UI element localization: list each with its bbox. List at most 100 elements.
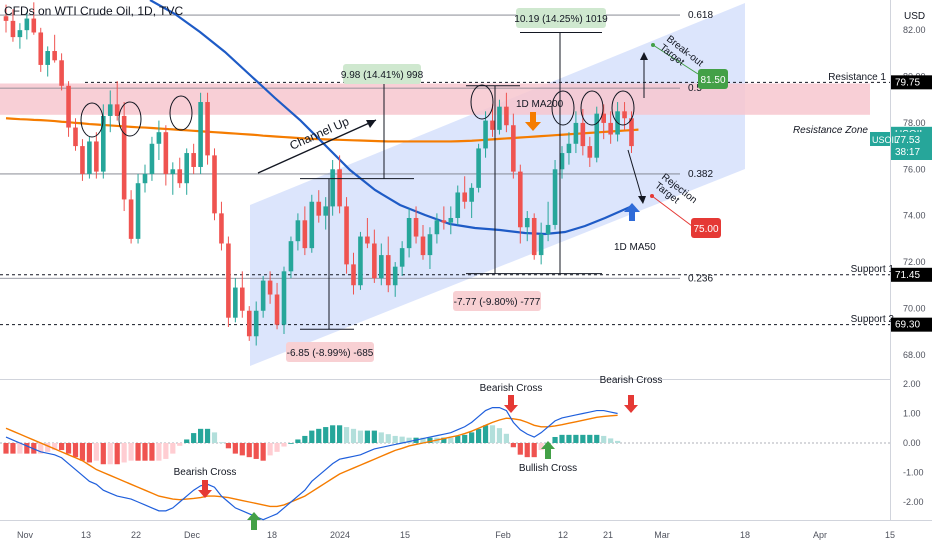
bearish-cross-arrow-1 xyxy=(198,480,212,498)
histogram-bar xyxy=(52,443,58,451)
top-circle xyxy=(80,102,104,138)
bearish-cross-arrow-3 xyxy=(624,395,638,413)
time-tick: 13 xyxy=(81,530,91,540)
histogram-bar xyxy=(601,435,607,443)
support-2-badge-bg xyxy=(891,317,932,332)
histogram-bar xyxy=(239,443,245,456)
candle-body xyxy=(497,106,502,130)
candle-body xyxy=(552,169,558,225)
candle-body xyxy=(545,224,551,235)
fib-label-fib236: 0.236 xyxy=(688,273,713,284)
candle-body xyxy=(483,120,488,149)
candle-body xyxy=(121,115,127,200)
rejection-arrow-line xyxy=(627,149,643,199)
histogram-bar xyxy=(615,440,621,443)
time-tick: Feb xyxy=(495,530,511,540)
target-down-badge xyxy=(691,218,721,238)
candle-body xyxy=(490,120,495,130)
candle-body xyxy=(476,148,481,188)
candle-body xyxy=(66,85,71,128)
candle-body xyxy=(59,60,64,86)
candle-body xyxy=(344,206,349,265)
candle-body xyxy=(420,236,426,256)
histogram-bar xyxy=(309,430,315,443)
price-tick: 72.00 xyxy=(903,257,926,267)
time-tick: 15 xyxy=(400,530,410,540)
support-2-badge-text: 69.30 xyxy=(895,320,920,331)
candle-body xyxy=(240,287,245,311)
histogram-bar xyxy=(399,436,405,443)
price-tick: 82.00 xyxy=(903,25,926,35)
time-tick: 15 xyxy=(885,530,895,540)
histogram-bar xyxy=(496,428,503,443)
histogram-bar xyxy=(531,443,537,458)
histogram-bar xyxy=(142,443,148,461)
candle-body xyxy=(219,213,224,244)
time-tick: 22 xyxy=(131,530,141,540)
candle-body xyxy=(177,169,183,184)
resistance-1-badge-bg xyxy=(891,75,932,90)
histogram-bar xyxy=(246,443,252,458)
histogram-bar xyxy=(448,437,454,443)
histogram-bar xyxy=(24,443,30,454)
bullish-cross-arrow xyxy=(541,441,555,459)
rejection-arrowhead xyxy=(638,196,646,204)
candle-body xyxy=(316,201,322,216)
measure-drop-1-box xyxy=(286,342,374,362)
histogram-bar xyxy=(316,428,322,443)
price-tick: 70.00 xyxy=(903,303,926,313)
candle-body xyxy=(608,122,613,135)
countdown-text: 38:17 xyxy=(895,147,920,158)
histogram-bar xyxy=(86,443,92,463)
candle-body xyxy=(309,201,315,249)
candle-body xyxy=(281,271,287,325)
candle-body xyxy=(149,143,155,174)
histogram-bar xyxy=(163,443,169,459)
candle-body xyxy=(191,153,196,167)
candle-body xyxy=(358,236,363,286)
candle-body xyxy=(469,187,474,202)
histogram-bar xyxy=(10,443,16,454)
measure-drop-2-box xyxy=(453,291,541,311)
candle-body xyxy=(253,310,259,337)
time-tick: 21 xyxy=(603,530,613,540)
ma50-label: 1D MA50 xyxy=(614,242,656,253)
candle-body xyxy=(226,243,231,318)
candle-body xyxy=(87,141,92,174)
candle-body xyxy=(518,171,523,228)
candle-body xyxy=(385,255,391,286)
histogram-bar xyxy=(184,439,190,443)
histogram-bar xyxy=(204,428,211,443)
candle-body xyxy=(365,236,370,244)
measure-rise-2-label: 10.19 (14.25%) 1019 xyxy=(514,14,608,25)
candle-body xyxy=(135,183,141,239)
candle-body xyxy=(601,113,606,123)
histogram-bar xyxy=(573,434,579,443)
support-1-label: Support 1 xyxy=(851,264,895,275)
candle-body xyxy=(170,169,176,174)
histogram-bar xyxy=(476,428,482,443)
candle-body xyxy=(38,32,44,65)
candle-body xyxy=(622,111,627,119)
rejection-dot xyxy=(650,194,654,198)
ma50-arrow xyxy=(624,203,640,221)
histogram-bar xyxy=(128,443,134,461)
candle-body xyxy=(302,220,308,249)
candle-body xyxy=(107,104,113,116)
histogram-bar xyxy=(177,443,183,446)
bearish-cross-label-3: Bearish Cross xyxy=(600,375,663,386)
histogram-bar xyxy=(392,435,398,443)
candle-body xyxy=(392,266,398,286)
histogram-bar xyxy=(510,443,516,448)
top-circle xyxy=(580,90,604,126)
histogram-bar xyxy=(302,435,308,443)
candle-body xyxy=(448,217,454,223)
price-tick: 74.00 xyxy=(903,211,926,221)
candle-body xyxy=(274,294,280,325)
candle-body xyxy=(212,155,217,214)
chart-title: CFDs on WTI Crude Oil, 1D, TVC xyxy=(4,4,184,18)
candle-body xyxy=(101,115,106,172)
histogram-bar xyxy=(343,427,350,443)
